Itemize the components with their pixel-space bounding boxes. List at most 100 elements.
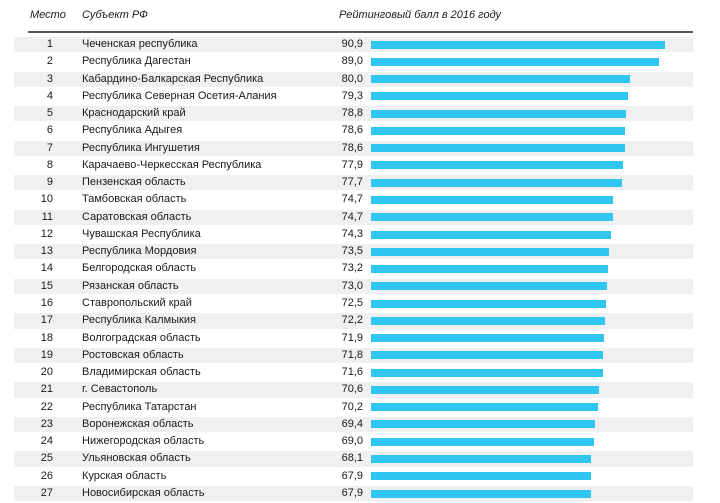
place-cell: 26 (40, 469, 53, 482)
score-cell: 89,0 (341, 55, 363, 68)
region-cell: Краснодарский край (82, 107, 186, 120)
column-header-place: Место (30, 9, 66, 21)
score-bar (371, 472, 591, 481)
score-bar (371, 92, 628, 101)
score-bar (371, 316, 605, 325)
score-bar (371, 144, 626, 153)
score-cell: 68,1 (341, 452, 363, 465)
place-cell: 18 (40, 331, 53, 344)
table-row: 20 Владимирская область 71,6 (14, 364, 693, 381)
place-cell: 17 (40, 314, 53, 327)
score-bar (371, 40, 665, 49)
table-row: 10 Тамбовская область 74,7 (14, 191, 693, 208)
score-cell: 79,3 (341, 89, 363, 102)
place-cell: 16 (40, 296, 53, 309)
table-row: 23 Воронежская область 69,4 (14, 416, 693, 433)
score-cell: 77,7 (341, 176, 363, 189)
score-bar (371, 403, 598, 412)
table-row: 24 Нижегородская область 69,0 (14, 433, 693, 450)
score-bar (371, 75, 630, 84)
place-cell: 7 (46, 141, 53, 154)
table-row: 2 Республика Дагестан 89,0 (14, 53, 693, 70)
table-row: 19 Ростовская область 71,8 (14, 347, 693, 364)
score-bar (371, 282, 608, 291)
table-row: 9 Пензенская область 77,7 (14, 174, 693, 191)
table-row: 7 Республика Ингушетия 78,6 (14, 140, 693, 157)
table-row: 17 Республика Калмыкия 72,2 (14, 312, 693, 329)
score-cell: 71,8 (341, 348, 363, 361)
region-cell: Рязанская область (82, 279, 179, 292)
score-bar (371, 178, 623, 187)
place-cell: 25 (40, 452, 53, 465)
score-cell: 70,2 (341, 400, 363, 413)
region-cell: Республика Ингушетия (82, 141, 200, 154)
table-row: 22 Республика Татарстан 70,2 (14, 399, 693, 416)
table-row: 5 Краснодарский край 78,8 (14, 105, 693, 122)
score-bar (371, 247, 609, 256)
place-cell: 3 (46, 72, 53, 85)
region-cell: Карачаево-Черкесская Республика (82, 158, 262, 171)
region-cell: Чеченская республика (82, 38, 198, 50)
region-cell: Ростовская область (82, 348, 184, 361)
place-cell: 19 (40, 348, 53, 361)
place-cell: 2 (46, 55, 53, 68)
region-cell: Нижегородская область (82, 435, 205, 448)
score-cell: 78,6 (341, 124, 363, 137)
region-cell: Волгоградская область (82, 331, 201, 344)
score-cell: 72,2 (341, 314, 363, 327)
region-cell: Республика Дагестан (82, 55, 191, 68)
region-cell: Республика Адыгея (82, 124, 183, 137)
score-bar (371, 161, 623, 170)
table-row: 16 Ставропольский край 72,5 (14, 295, 693, 312)
place-cell: 24 (40, 435, 53, 448)
region-cell: г. Севастополь (82, 383, 158, 396)
region-cell: Тамбовская область (82, 193, 187, 206)
place-cell: 21 (40, 383, 53, 396)
table-row: 4 Республика Северная Осетия-Алания 79,3 (14, 88, 693, 105)
score-bar (371, 368, 603, 377)
score-bar (371, 334, 604, 343)
header-rule (28, 31, 693, 33)
region-cell: Пензенская область (82, 176, 186, 189)
table-row: 8 Карачаево-Черкесская Республика 77,9 (14, 157, 693, 174)
score-cell: 69,4 (341, 417, 363, 430)
score-bar (371, 420, 596, 429)
place-cell: 13 (40, 245, 53, 258)
score-cell: 77,9 (341, 158, 363, 171)
region-cell: Ставропольский край (82, 296, 192, 309)
table-row: 21 г. Севастополь 70,6 (14, 381, 693, 398)
table-row: 12 Чувашская Республика 74,3 (14, 226, 693, 243)
score-cell: 70,6 (341, 383, 363, 396)
score-cell: 67,9 (341, 486, 363, 499)
place-cell: 14 (40, 262, 53, 275)
region-cell: Новосибирская область (82, 486, 205, 499)
place-cell: 4 (46, 89, 53, 102)
region-cell: Республика Мордовия (82, 245, 197, 258)
table-row: 27 Новосибирская область 67,9 (14, 485, 693, 502)
score-bar (371, 437, 595, 446)
region-cell: Курская область (82, 469, 167, 482)
score-cell: 72,5 (341, 296, 363, 309)
column-header-score: Рейтинговый балл в 2016 году (339, 9, 502, 21)
place-cell: 20 (40, 366, 53, 379)
score-cell: 90,9 (341, 38, 363, 50)
table-row: 13 Республика Мордовия 73,5 (14, 243, 693, 260)
score-bar (371, 213, 613, 222)
score-cell: 74,7 (341, 210, 363, 223)
table-row: 1 Чеченская республика 90,9 (14, 36, 693, 53)
place-cell: 8 (46, 158, 53, 171)
score-cell: 69,0 (341, 435, 363, 448)
place-cell: 5 (46, 107, 53, 120)
table-row: 14 Белгородская область 73,2 (14, 260, 693, 277)
region-cell: Республика Татарстан (82, 400, 197, 413)
place-cell: 1 (46, 38, 53, 50)
score-bar (371, 385, 600, 394)
region-cell: Владимирская область (82, 366, 201, 379)
score-cell: 80,0 (341, 72, 363, 85)
score-bar (371, 489, 591, 498)
score-bar (371, 126, 626, 135)
region-cell: Республика Северная Осетия-Алания (82, 89, 277, 102)
table-row: 11 Саратовская область 74,7 (14, 209, 693, 226)
region-cell: Воронежская область (82, 417, 194, 430)
